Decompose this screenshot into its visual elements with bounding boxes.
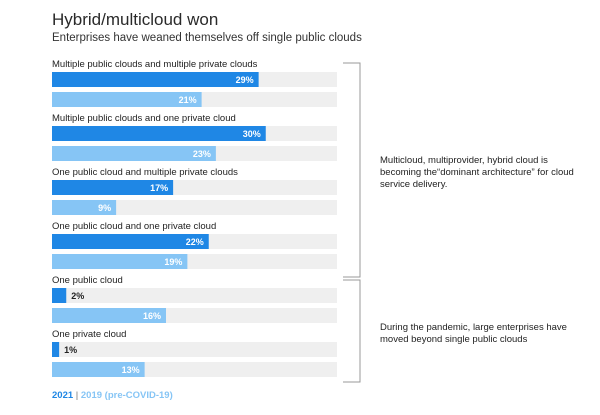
category-label: One public cloud and one private cloud <box>52 221 216 232</box>
category-label: One private cloud <box>52 329 126 340</box>
data-label: 1% <box>64 345 77 355</box>
chart-title: Hybrid/multicloud won <box>52 10 219 29</box>
bar-2021 <box>52 234 209 249</box>
legend-2019: 2019 (pre-COVID-19) <box>80 390 173 401</box>
bar-2019 <box>52 362 145 377</box>
data-label: 13% <box>122 365 140 375</box>
bar-track <box>52 288 337 303</box>
bar-2019 <box>52 92 202 107</box>
bar-2021 <box>52 288 67 303</box>
data-label: 9% <box>98 203 111 213</box>
category-label: One public cloud <box>52 275 123 286</box>
bar-track <box>52 342 337 357</box>
data-label: 30% <box>243 129 261 139</box>
data-label: 2% <box>71 291 84 301</box>
data-label: 29% <box>236 75 254 85</box>
bar-2019 <box>52 200 117 215</box>
bar-2021 <box>52 126 266 141</box>
bar-2021 <box>52 180 174 195</box>
bar-2021 <box>52 342 60 357</box>
annotation-pandemic: During the pandemic, large enterprises h… <box>380 322 567 345</box>
bar-2021 <box>52 72 259 87</box>
bar-2019 <box>52 254 188 269</box>
category-label: Multiple public clouds and multiple priv… <box>52 59 258 70</box>
annotation-hybrid: Multicloud, multiprovider, hybrid cloud … <box>380 155 574 190</box>
bar-2019 <box>52 308 166 323</box>
data-label: 16% <box>143 311 161 321</box>
category-label: One public cloud and multiple private cl… <box>52 167 238 178</box>
group-bracket <box>343 279 361 383</box>
data-label: 23% <box>193 149 211 159</box>
chart-subtitle: Enterprises have weaned themselves off s… <box>52 32 362 44</box>
data-label: 22% <box>186 237 204 247</box>
category-label: Multiple public clouds and one private c… <box>52 113 236 124</box>
data-label: 19% <box>164 257 182 267</box>
legend-separator: | <box>75 390 79 401</box>
data-label: 21% <box>179 95 197 105</box>
legend: 2021 | 2019 (pre-COVID-19) <box>52 390 173 401</box>
bar-track <box>52 200 337 215</box>
bar-2019 <box>52 146 216 161</box>
group-bracket <box>343 62 361 278</box>
legend-2021: 2021 <box>52 390 74 401</box>
data-label: 17% <box>150 183 168 193</box>
